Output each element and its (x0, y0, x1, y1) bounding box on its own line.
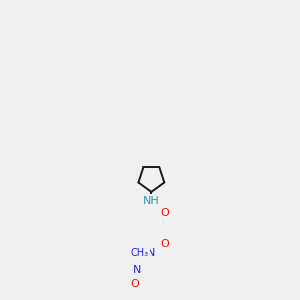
Text: O: O (160, 208, 169, 218)
Text: N: N (147, 248, 155, 258)
Text: CH₃: CH₃ (130, 248, 148, 258)
Text: O: O (160, 238, 169, 249)
Text: NH: NH (143, 196, 160, 206)
Text: N: N (133, 265, 141, 275)
Text: O: O (131, 279, 140, 290)
